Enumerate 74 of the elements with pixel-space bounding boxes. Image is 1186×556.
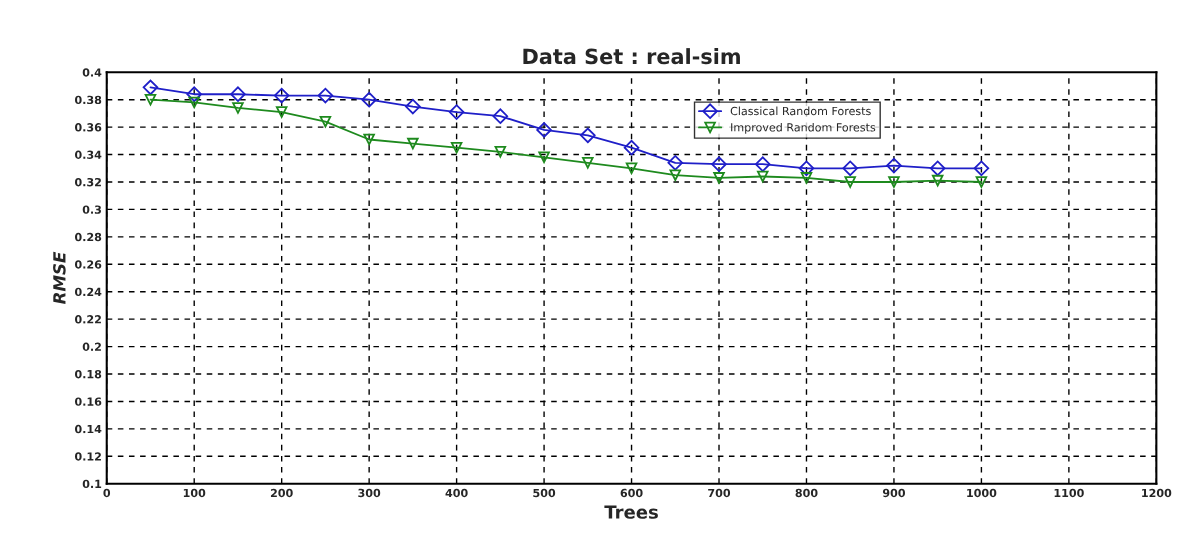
y-tick-label: 0.3 bbox=[82, 205, 101, 214]
y-tick-label: 0.36 bbox=[75, 123, 102, 132]
point bbox=[711, 156, 727, 172]
point bbox=[929, 160, 946, 177]
x-tick-label: 600 bbox=[620, 488, 643, 498]
point bbox=[448, 104, 465, 120]
point bbox=[361, 91, 377, 108]
point bbox=[273, 87, 290, 104]
point bbox=[186, 86, 202, 103]
point bbox=[975, 176, 988, 188]
y-tick-label: 0.18 bbox=[75, 369, 102, 379]
x-tick-label: 100 bbox=[183, 488, 206, 498]
x-tick-label: 900 bbox=[882, 488, 906, 498]
y-tick-label: 0.4 bbox=[82, 68, 102, 77]
y-tick-label: 0.1 bbox=[82, 479, 102, 489]
y-tick-label: 0.22 bbox=[75, 315, 101, 324]
x-tick-label: 1200 bbox=[1142, 488, 1172, 498]
point bbox=[886, 157, 902, 174]
point bbox=[536, 122, 552, 138]
point bbox=[405, 98, 421, 115]
point bbox=[888, 176, 900, 188]
point bbox=[623, 139, 640, 156]
y-tick-label: 0.2 bbox=[82, 342, 101, 351]
y-tick-label: 0.14 bbox=[75, 424, 102, 434]
point bbox=[538, 151, 550, 164]
y-tick-label: 0.38 bbox=[75, 95, 102, 105]
x-tick-label: 800 bbox=[795, 488, 818, 498]
point bbox=[931, 174, 944, 187]
y-tick-label: 0.34 bbox=[75, 150, 102, 159]
point bbox=[492, 108, 509, 124]
y-tick-label: 0.32 bbox=[75, 177, 101, 187]
y-tick-label: 0.26 bbox=[75, 260, 102, 269]
point bbox=[450, 141, 463, 154]
point bbox=[800, 172, 813, 184]
x-tick-label: 700 bbox=[708, 488, 731, 498]
x-axis-title: Trees bbox=[604, 505, 658, 519]
point bbox=[144, 93, 157, 106]
point bbox=[844, 176, 856, 188]
point bbox=[317, 87, 334, 104]
y-axis-title: RMSE bbox=[53, 251, 66, 305]
point bbox=[973, 160, 990, 177]
legend-label: Improved Random Forests bbox=[731, 122, 876, 134]
point bbox=[407, 137, 419, 150]
point bbox=[754, 156, 771, 172]
x-tick-label: 0 bbox=[103, 488, 111, 498]
point bbox=[580, 127, 596, 144]
point bbox=[669, 169, 682, 181]
point bbox=[798, 160, 815, 177]
point bbox=[319, 115, 332, 128]
point bbox=[842, 160, 858, 177]
point bbox=[232, 102, 244, 114]
point bbox=[275, 106, 288, 118]
y-tick-label: 0.12 bbox=[75, 452, 101, 461]
point bbox=[625, 162, 638, 175]
x-tick-label: 400 bbox=[445, 488, 468, 498]
point bbox=[667, 155, 684, 171]
y-tick-label: 0.28 bbox=[75, 232, 102, 242]
point bbox=[363, 133, 375, 146]
point bbox=[713, 172, 725, 184]
y-tick-label: 0.24 bbox=[75, 287, 102, 297]
chart-title: Data Set : real-sim bbox=[523, 48, 740, 65]
x-tick-label: 1100 bbox=[1054, 488, 1084, 498]
point bbox=[230, 86, 246, 103]
point bbox=[582, 157, 594, 169]
x-tick-label: 200 bbox=[270, 488, 293, 498]
x-tick-label: 500 bbox=[533, 488, 556, 498]
legend-label: Classical Random Forests bbox=[730, 106, 871, 116]
point bbox=[142, 79, 159, 96]
x-tick-label: 300 bbox=[358, 488, 381, 498]
y-tick-label: 0.16 bbox=[75, 397, 102, 406]
x-tick-label: 1000 bbox=[967, 488, 997, 498]
point bbox=[756, 170, 769, 183]
point bbox=[494, 146, 507, 158]
point bbox=[188, 96, 200, 109]
